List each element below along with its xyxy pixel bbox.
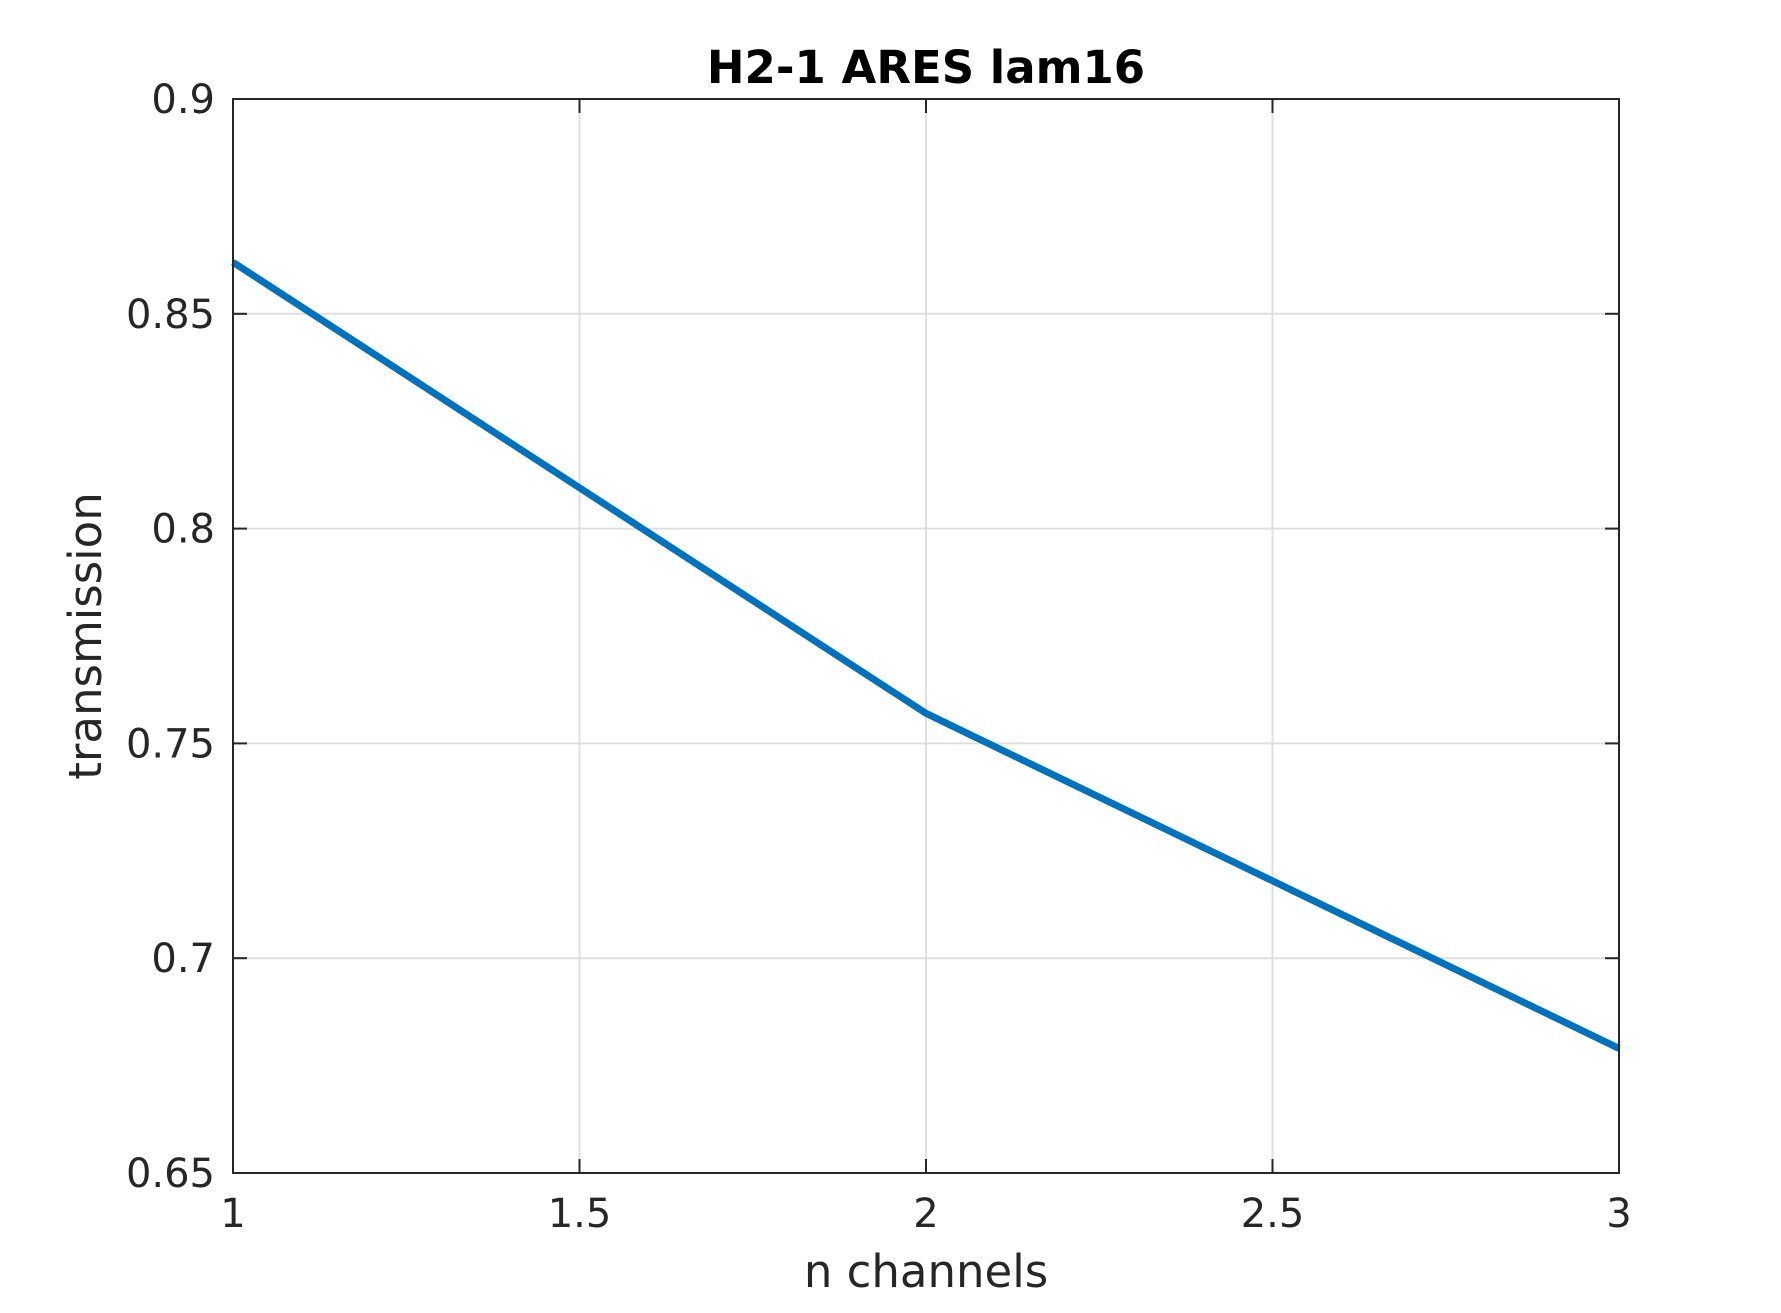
y-tick-label: 0.75 [126, 721, 215, 767]
y-tick-label: 0.85 [126, 292, 215, 338]
y-tick-label: 0.65 [126, 1151, 215, 1197]
chart-title: H2-1 ARES lam16 [707, 41, 1145, 94]
x-tick-label: 2 [913, 1191, 938, 1237]
grid-lines [233, 99, 1619, 1173]
y-tick-label: 0.7 [151, 936, 215, 982]
y-axis-label: transmission [59, 492, 112, 779]
y-tick-label: 0.8 [151, 507, 215, 553]
y-tick-label: 0.9 [151, 77, 215, 123]
x-tick-label: 1 [220, 1191, 245, 1237]
tick-marks [232, 98, 1620, 1174]
x-tick-labels: 1 1.5 2 2.5 3 [220, 1191, 1631, 1237]
x-tick-label: 2.5 [1241, 1191, 1305, 1237]
series-line [231, 259, 1621, 1052]
series-layer [231, 259, 1621, 1052]
y-tick-labels: 0.65 0.7 0.75 0.8 0.85 0.9 [126, 77, 215, 1197]
x-tick-label: 1.5 [548, 1191, 612, 1237]
x-tick-label: 3 [1606, 1191, 1631, 1237]
x-axis-label: n channels [804, 1245, 1048, 1298]
